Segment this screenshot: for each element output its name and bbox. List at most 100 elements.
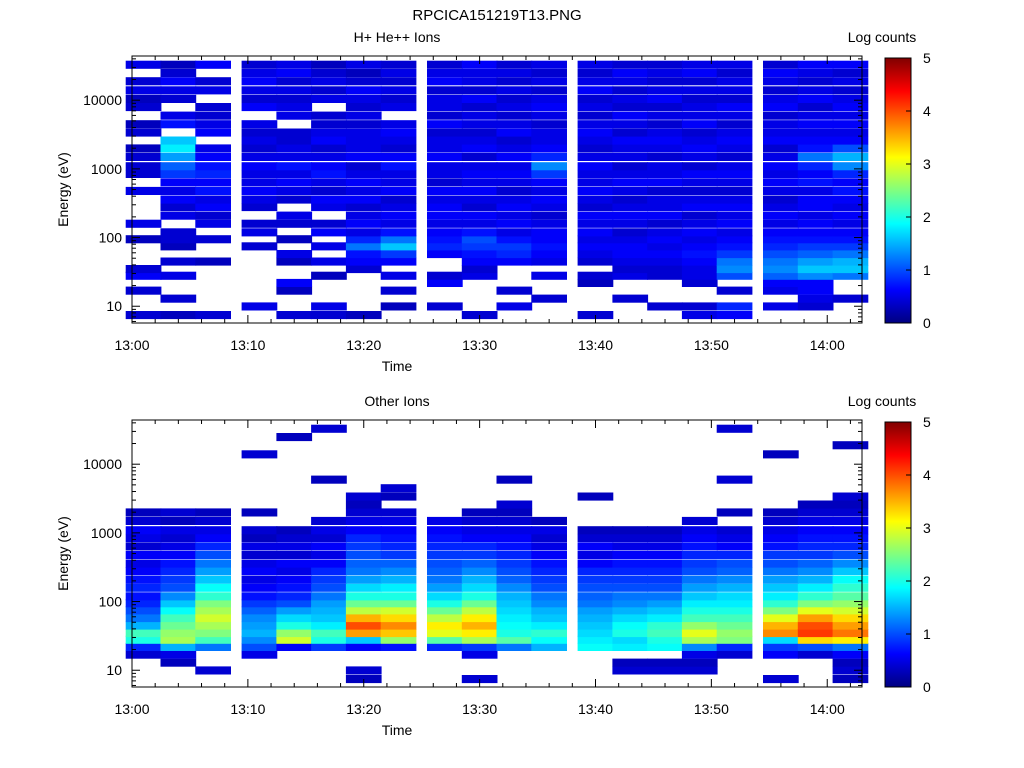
heatmap-cell [763, 278, 799, 287]
heatmap-cell [612, 265, 649, 274]
heatmap-cell [577, 567, 614, 576]
heatmap-cell [716, 606, 753, 615]
heatmap-cell [577, 583, 614, 592]
heatmap-cell [311, 136, 347, 145]
heatmap-cell [160, 606, 197, 615]
heatmap-cell [427, 278, 463, 287]
heatmap-cell [380, 550, 417, 559]
x-tick-label: 13:10 [230, 337, 265, 353]
heatmap-cell [647, 250, 683, 259]
heatmap-cell [380, 228, 417, 237]
heatmap-cell [427, 606, 463, 615]
heatmap-cell [276, 629, 313, 638]
heatmap-cell [763, 186, 799, 195]
heatmap-cell [195, 152, 231, 161]
heatmap-cell [681, 186, 718, 195]
heatmap-cell [716, 228, 753, 237]
heatmap-cell [195, 567, 231, 576]
heatmap-cell [311, 195, 347, 204]
heatmap-cell [832, 542, 869, 551]
heatmap-cell [681, 211, 718, 220]
heatmap-cell [276, 257, 313, 266]
heatmap-cell [380, 152, 417, 161]
heatmap-cell [195, 162, 231, 171]
heatmap-cell [125, 650, 162, 659]
heatmap-cell [647, 559, 683, 568]
heatmap-cell [763, 219, 799, 228]
heatmap-cell [797, 228, 834, 237]
heatmap-cell [832, 178, 869, 187]
heatmap-cell [380, 533, 417, 542]
heatmap-cell [461, 60, 498, 69]
y-tick-label: 100 [99, 230, 123, 246]
heatmap-cell [681, 86, 718, 95]
heatmap-cell [125, 144, 162, 153]
heatmap-cell [241, 152, 278, 161]
heatmap-cell [763, 60, 799, 69]
heatmap-cell [612, 219, 649, 228]
heatmap-cell [496, 567, 533, 576]
heatmap-cell [612, 642, 649, 651]
x-tick-label: 13:40 [578, 337, 613, 353]
heatmap-cell [345, 86, 382, 95]
heatmap-cell [647, 235, 683, 244]
heatmap-cell [345, 606, 382, 615]
heatmap-cell [345, 128, 382, 137]
heatmap-cell [276, 86, 313, 95]
heatmap-cell [195, 311, 231, 320]
heatmap-cell [763, 178, 799, 187]
heatmap-cell [160, 550, 197, 559]
heatmap-cell [427, 629, 463, 638]
heatmap-cell [311, 516, 347, 525]
heatmap-cell [160, 152, 197, 161]
heatmap-cell [763, 559, 799, 568]
heatmap-cell [311, 302, 347, 311]
heatmap-cell [276, 211, 313, 220]
heatmap-cell [647, 169, 683, 178]
heatmap-cell [461, 228, 498, 237]
heatmap-cell [345, 178, 382, 187]
heatmap-cell [427, 103, 463, 112]
heatmap-cell [763, 450, 799, 459]
heatmap-cell [345, 508, 382, 517]
heatmap-cell [125, 642, 162, 651]
heatmap-cell [716, 211, 753, 220]
heatmap-cell [195, 559, 231, 568]
heatmap-cell [241, 599, 278, 608]
heatmap-cell [647, 271, 683, 280]
heatmap-cell [496, 642, 533, 651]
heatmap-cell [797, 533, 834, 542]
heatmap-cell [160, 621, 197, 630]
heatmap-cell [160, 658, 197, 667]
heatmap-cell [311, 575, 347, 584]
heatmap-cell [647, 621, 683, 630]
heatmap-cell [832, 614, 869, 623]
heatmap-cell [195, 614, 231, 623]
heatmap-cell [160, 203, 197, 212]
heatmap-cell [832, 650, 869, 659]
heatmap-cell [276, 144, 313, 153]
heatmap-cell [716, 111, 753, 120]
heatmap-cell [531, 606, 567, 615]
heatmap-cell [461, 271, 498, 280]
heatmap-cell [681, 575, 718, 584]
heatmap-cell [345, 162, 382, 171]
heatmap-cell [241, 526, 278, 535]
heatmap-cell [531, 567, 567, 576]
heatmap-cell [241, 186, 278, 195]
heatmap-cell [716, 475, 753, 484]
heatmap-cell [496, 152, 533, 161]
y-axis-label: Energy (eV) [55, 152, 71, 227]
heatmap-cell [461, 629, 498, 638]
heatmap-cell [531, 621, 567, 630]
heatmap-cell [832, 441, 869, 450]
heatmap-cell [763, 606, 799, 615]
heatmap-cell [763, 265, 799, 274]
heatmap-cell [531, 583, 567, 592]
heatmap-cell [380, 508, 417, 517]
heatmap-cell [195, 599, 231, 608]
heatmap-cell [311, 169, 347, 178]
heatmap-cell [496, 599, 533, 608]
colorbar: Log counts 0 1 2 3 4 5 [848, 29, 931, 331]
heatmap-cell [427, 111, 463, 120]
